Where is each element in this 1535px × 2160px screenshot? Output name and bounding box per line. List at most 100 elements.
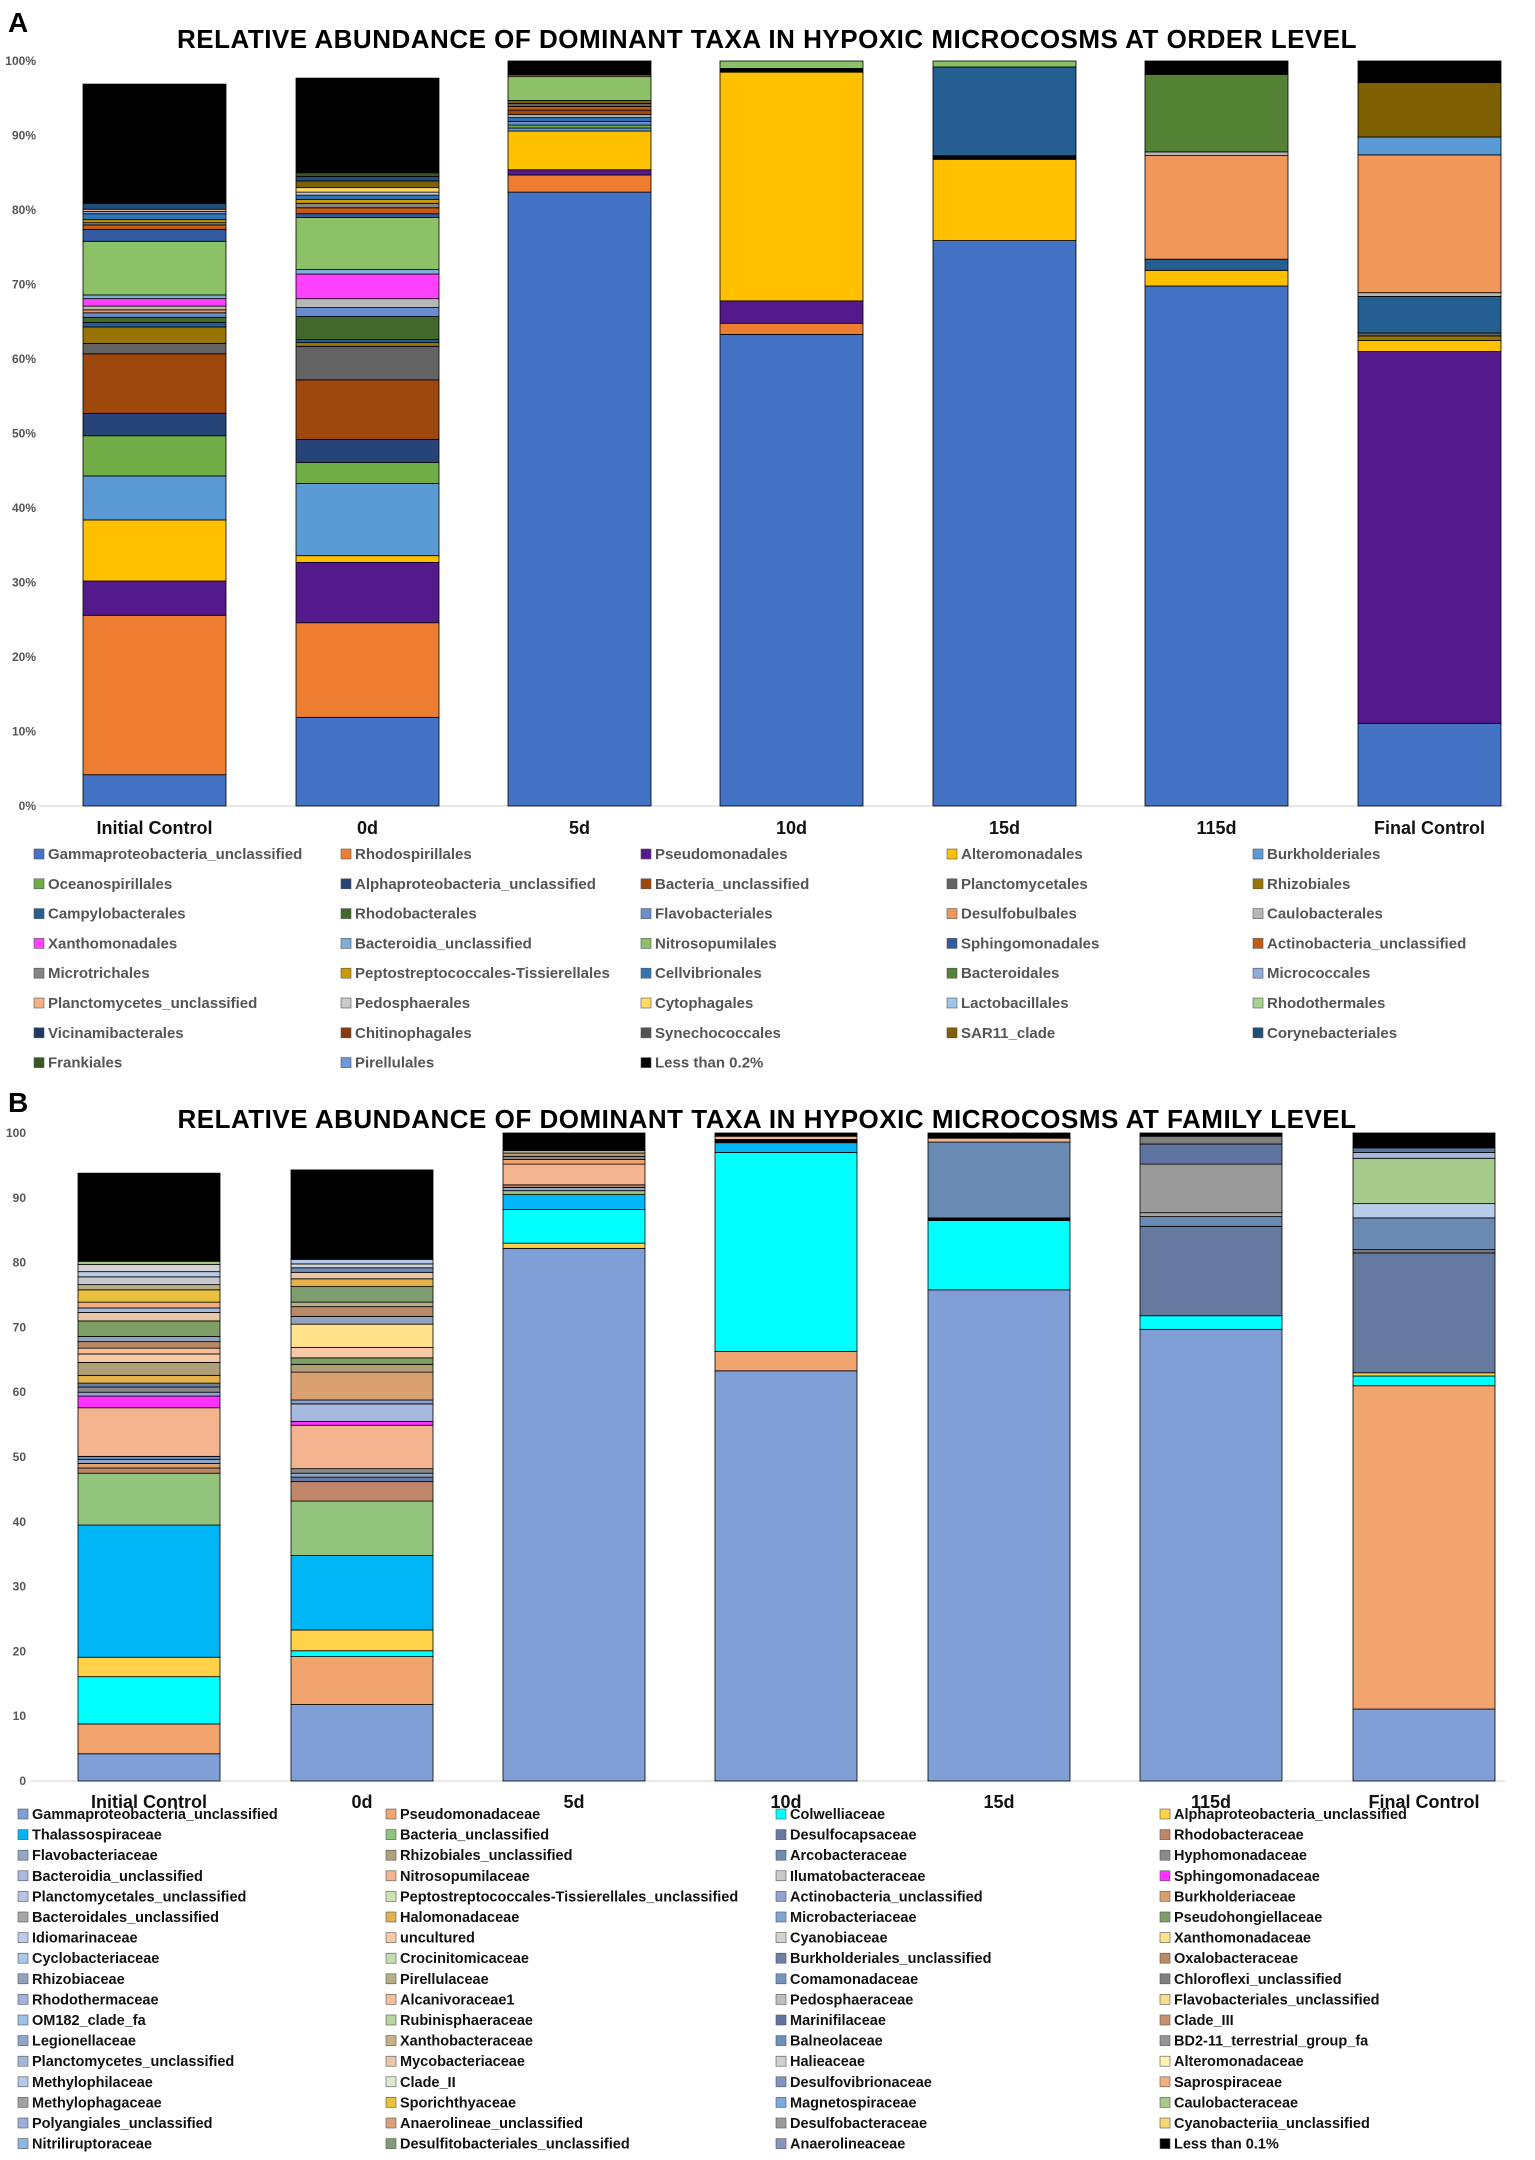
panel-a-legend-label: Desulfobulbales	[961, 906, 1077, 923]
panel-a-bar-segment	[82, 213, 227, 221]
panel-a-bar-segment	[1357, 332, 1502, 337]
panel-b-bar-segment	[77, 1407, 221, 1457]
panel-a-bar-segment	[719, 71, 864, 302]
panel-a-legend-label: Cellvibrionales	[655, 965, 762, 982]
panel-a-bar-segment	[507, 60, 652, 76]
panel-a-bar-segment	[719, 334, 864, 807]
panel-a-legend-swatch	[640, 938, 652, 949]
panel-b-bar-segment	[77, 1395, 221, 1409]
panel-b-bar-segment	[77, 1524, 221, 1658]
panel-a-bar-segment	[295, 483, 440, 557]
panel-a-legend-label: Burkholderiales	[1267, 846, 1380, 863]
panel-a-legend-label: Synechococcales	[655, 1025, 781, 1042]
panel-b-ytick: 30	[13, 1580, 27, 1594]
panel-b-bar-segment	[1139, 1212, 1283, 1217]
panel-a-bar-segment	[295, 187, 440, 193]
panel-b-bar-segment	[77, 1459, 221, 1464]
panel-b-legend-swatch	[385, 2014, 397, 2026]
panel-b-bar-segment	[77, 1676, 221, 1725]
panel-a-legend-swatch	[946, 1027, 958, 1039]
panel-b-legend-label: Bacteria_unclassified	[400, 1828, 549, 1844]
panel-a-bar-segment	[507, 191, 652, 807]
panel-b-legend-label: Caulobacteraceae	[1174, 2095, 1298, 2111]
panel-a-legend-swatch	[946, 997, 958, 1009]
panel-b-legend-label: Mycobacteriaceae	[400, 2054, 525, 2070]
panel-b-legend-swatch	[17, 1891, 29, 1902]
panel-b-bar-segment	[1352, 1147, 1496, 1153]
panel-b-legend-label: Cyanobiaceae	[790, 1931, 888, 1947]
panel-b-legend-swatch	[1159, 1808, 1171, 1820]
panel-b-legend-label: Rhodobacteraceae	[1174, 1828, 1304, 1844]
panel-b-legend-label: Desulfobacteraceae	[790, 2116, 927, 2132]
panel-a-bar-segment	[295, 307, 440, 317]
panel-b-bar-segment	[77, 1361, 221, 1376]
panel-a-bar-segment	[507, 114, 652, 119]
panel-a-legend-swatch	[33, 1057, 45, 1068]
panel-a-bar-segment	[82, 219, 227, 224]
panel-a-legend-label: Rhodospirillales	[355, 846, 472, 863]
panel-a-bar-segment	[295, 77, 440, 174]
panel-b-legend-label: Desulfitobacteriales_unclassified	[400, 2137, 630, 2153]
panel-a-bar-segment	[1357, 136, 1502, 156]
panel-a-bar-segment	[507, 130, 652, 171]
panel-b-bar-segment	[77, 1301, 221, 1309]
panel-b-bar-segment	[77, 1723, 221, 1755]
panel-b-legend-label: Pedosphaeraceae	[790, 1992, 913, 2008]
panel-a-bar-segment	[507, 106, 652, 111]
panel-a-bar-segment	[82, 312, 227, 318]
panel-b-legend-swatch	[385, 1849, 397, 1861]
panel-b-bar-segment	[290, 1704, 434, 1782]
panel-a-category-label: 115d	[1196, 818, 1236, 838]
panel-b-legend-swatch	[1159, 2055, 1171, 2067]
panel-a-legend-label: Corynebacteriales	[1267, 1025, 1397, 1042]
panel-b-legend-swatch	[17, 1994, 29, 2005]
panel-a-bar-segment	[507, 103, 652, 107]
panel-b-bar-segment	[290, 1278, 434, 1287]
panel-a-legend-label: Actinobacteria_unclassified	[1267, 935, 1466, 952]
panel-a-legend-swatch	[33, 848, 45, 860]
panel-a-bar-segment	[82, 298, 227, 307]
panel-b-legend-label: Planctomycetales_unclassified	[32, 1889, 246, 1905]
panel-a-legend-swatch	[33, 967, 45, 979]
panel-b-legend-label: Halomonadaceae	[400, 1910, 519, 1926]
panel-b-bar-segment	[1352, 1372, 1496, 1377]
panel-a-legend-swatch	[33, 1027, 45, 1039]
panel-b-category-label: 5d	[563, 1792, 584, 1812]
panel-a-bar-segment	[1357, 351, 1502, 724]
panel-a-bar-segment	[295, 269, 440, 275]
panel-a-category-label: 0d	[357, 818, 378, 838]
panel-a-legend-label: Vicinamibacterales	[48, 1025, 184, 1042]
panel-b-legend-label: Alteromonadaceae	[1174, 2054, 1304, 2070]
panel-b-legend-swatch	[17, 1829, 29, 1840]
panel-b-bar-segment	[290, 1468, 434, 1474]
panel-a-legend-label: Campylobacterales	[48, 906, 186, 923]
panel-a-bar-segment	[82, 326, 227, 344]
panel-b-bar-segment	[502, 1132, 646, 1151]
panel-a-bar-segment	[1144, 60, 1289, 75]
panel-a-ytick: 90%	[12, 129, 36, 143]
panel-b-legend-swatch	[1159, 1994, 1171, 2005]
panel-b-legend-swatch	[1159, 1870, 1171, 1882]
panel-a-bar-segment	[1144, 258, 1289, 271]
panel-b-legend-label: Legionellaceae	[32, 2034, 136, 2050]
panel-a-legend-label: Gammaproteobacteria_unclassified	[48, 846, 302, 863]
panel-b-bar-segment	[77, 1463, 221, 1469]
panel-a-legend-swatch	[640, 967, 652, 979]
panel-b-bar-segment	[77, 1276, 221, 1286]
panel-b-legend-swatch	[17, 2097, 29, 2108]
panel-b-category-label: 115d	[1191, 1792, 1231, 1812]
panel-a-bar-segment	[1357, 722, 1502, 807]
panel-a-legend-swatch	[33, 938, 45, 949]
panel-a-legend-swatch	[33, 908, 45, 919]
panel-a-legend-swatch	[1252, 967, 1264, 979]
panel-a-ytick: 30%	[12, 576, 36, 590]
panel-b-bar-segment	[1139, 1315, 1283, 1330]
panel-b-bar-segment	[290, 1363, 434, 1373]
panel-b-legend-label: Peptostreptococcales-Tissierellales_uncl…	[400, 1889, 738, 1905]
panel-b-label: B	[8, 1087, 28, 1118]
panel-a-bar-segment	[507, 174, 652, 193]
panel-a-legend-label: Lactobacillales	[961, 995, 1069, 1012]
panel-a-bar-segment	[82, 202, 227, 210]
panel-b-bar-segment	[77, 1467, 221, 1474]
panel-a-bar-segment	[1144, 74, 1289, 153]
